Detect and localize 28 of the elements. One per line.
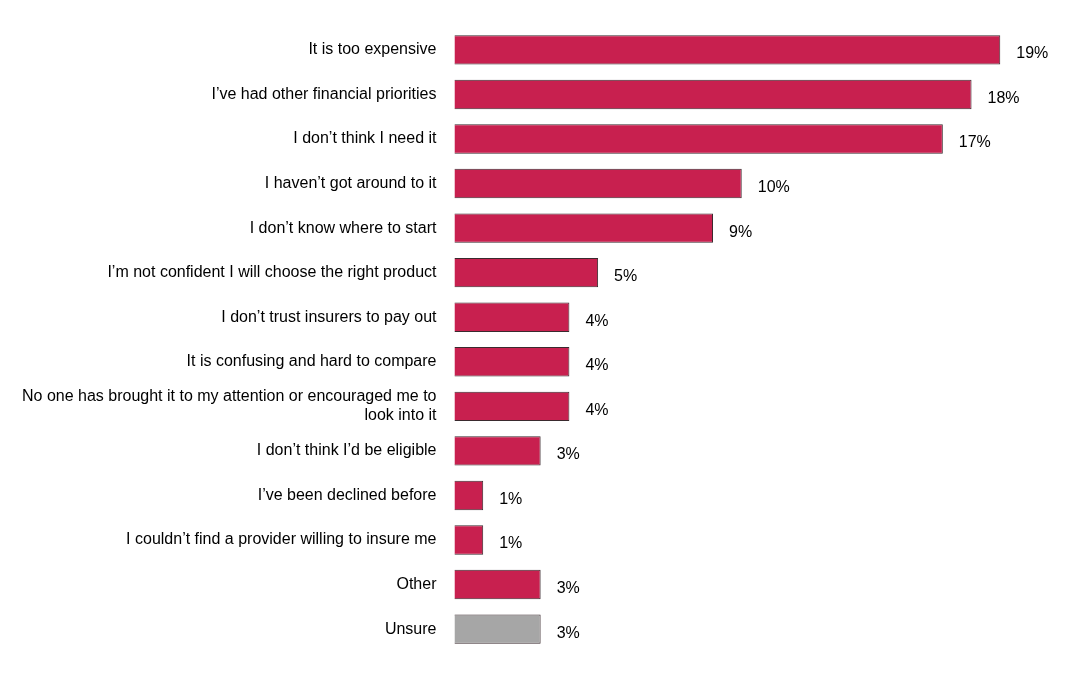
data-label: 19% [1016,44,1049,62]
data-label: 9% [729,222,753,240]
data-label: 4% [585,311,609,329]
data-label: 17% [958,133,991,151]
y-tick-label: It is confusing and hard to compare [186,352,437,370]
data-label: 1% [499,534,523,552]
y-tick-label: I don’t trust insurers to pay out [221,307,438,325]
y-tick-label: I don’t think I need it [293,129,438,147]
data-label: 18% [987,88,1020,106]
y-tick-label: I haven’t got around to it [264,173,438,191]
y-tick-label: I’ve been declined before [257,485,437,503]
y-tick-label: I don’t know where to start [249,218,438,236]
y-tick-label: No one has brought it to my attention or encouraged me to look into it [21,387,438,424]
y-tick-label: I couldn’t find a provider willing to insure me [126,530,437,548]
y-tick-label: I don’t think I’d be eligible [256,441,437,459]
data-label: 3% [556,578,580,596]
y-tick-label: Other [396,574,438,592]
data-label: 3% [556,623,580,641]
y-tick-label: I’m not confident I will choose the right product [107,263,438,281]
y-tick-label: I’ve had other financial priorities [211,84,437,102]
data-label: 5% [614,267,638,285]
data-label: 4% [585,400,609,418]
y-tick-label: It is too expensive [308,40,437,58]
y-tick-label: Unsure [384,619,437,637]
data-label: 1% [499,489,523,507]
data-label: 3% [556,445,580,463]
data-label: 10% [757,177,790,195]
data-label: 4% [585,356,609,374]
